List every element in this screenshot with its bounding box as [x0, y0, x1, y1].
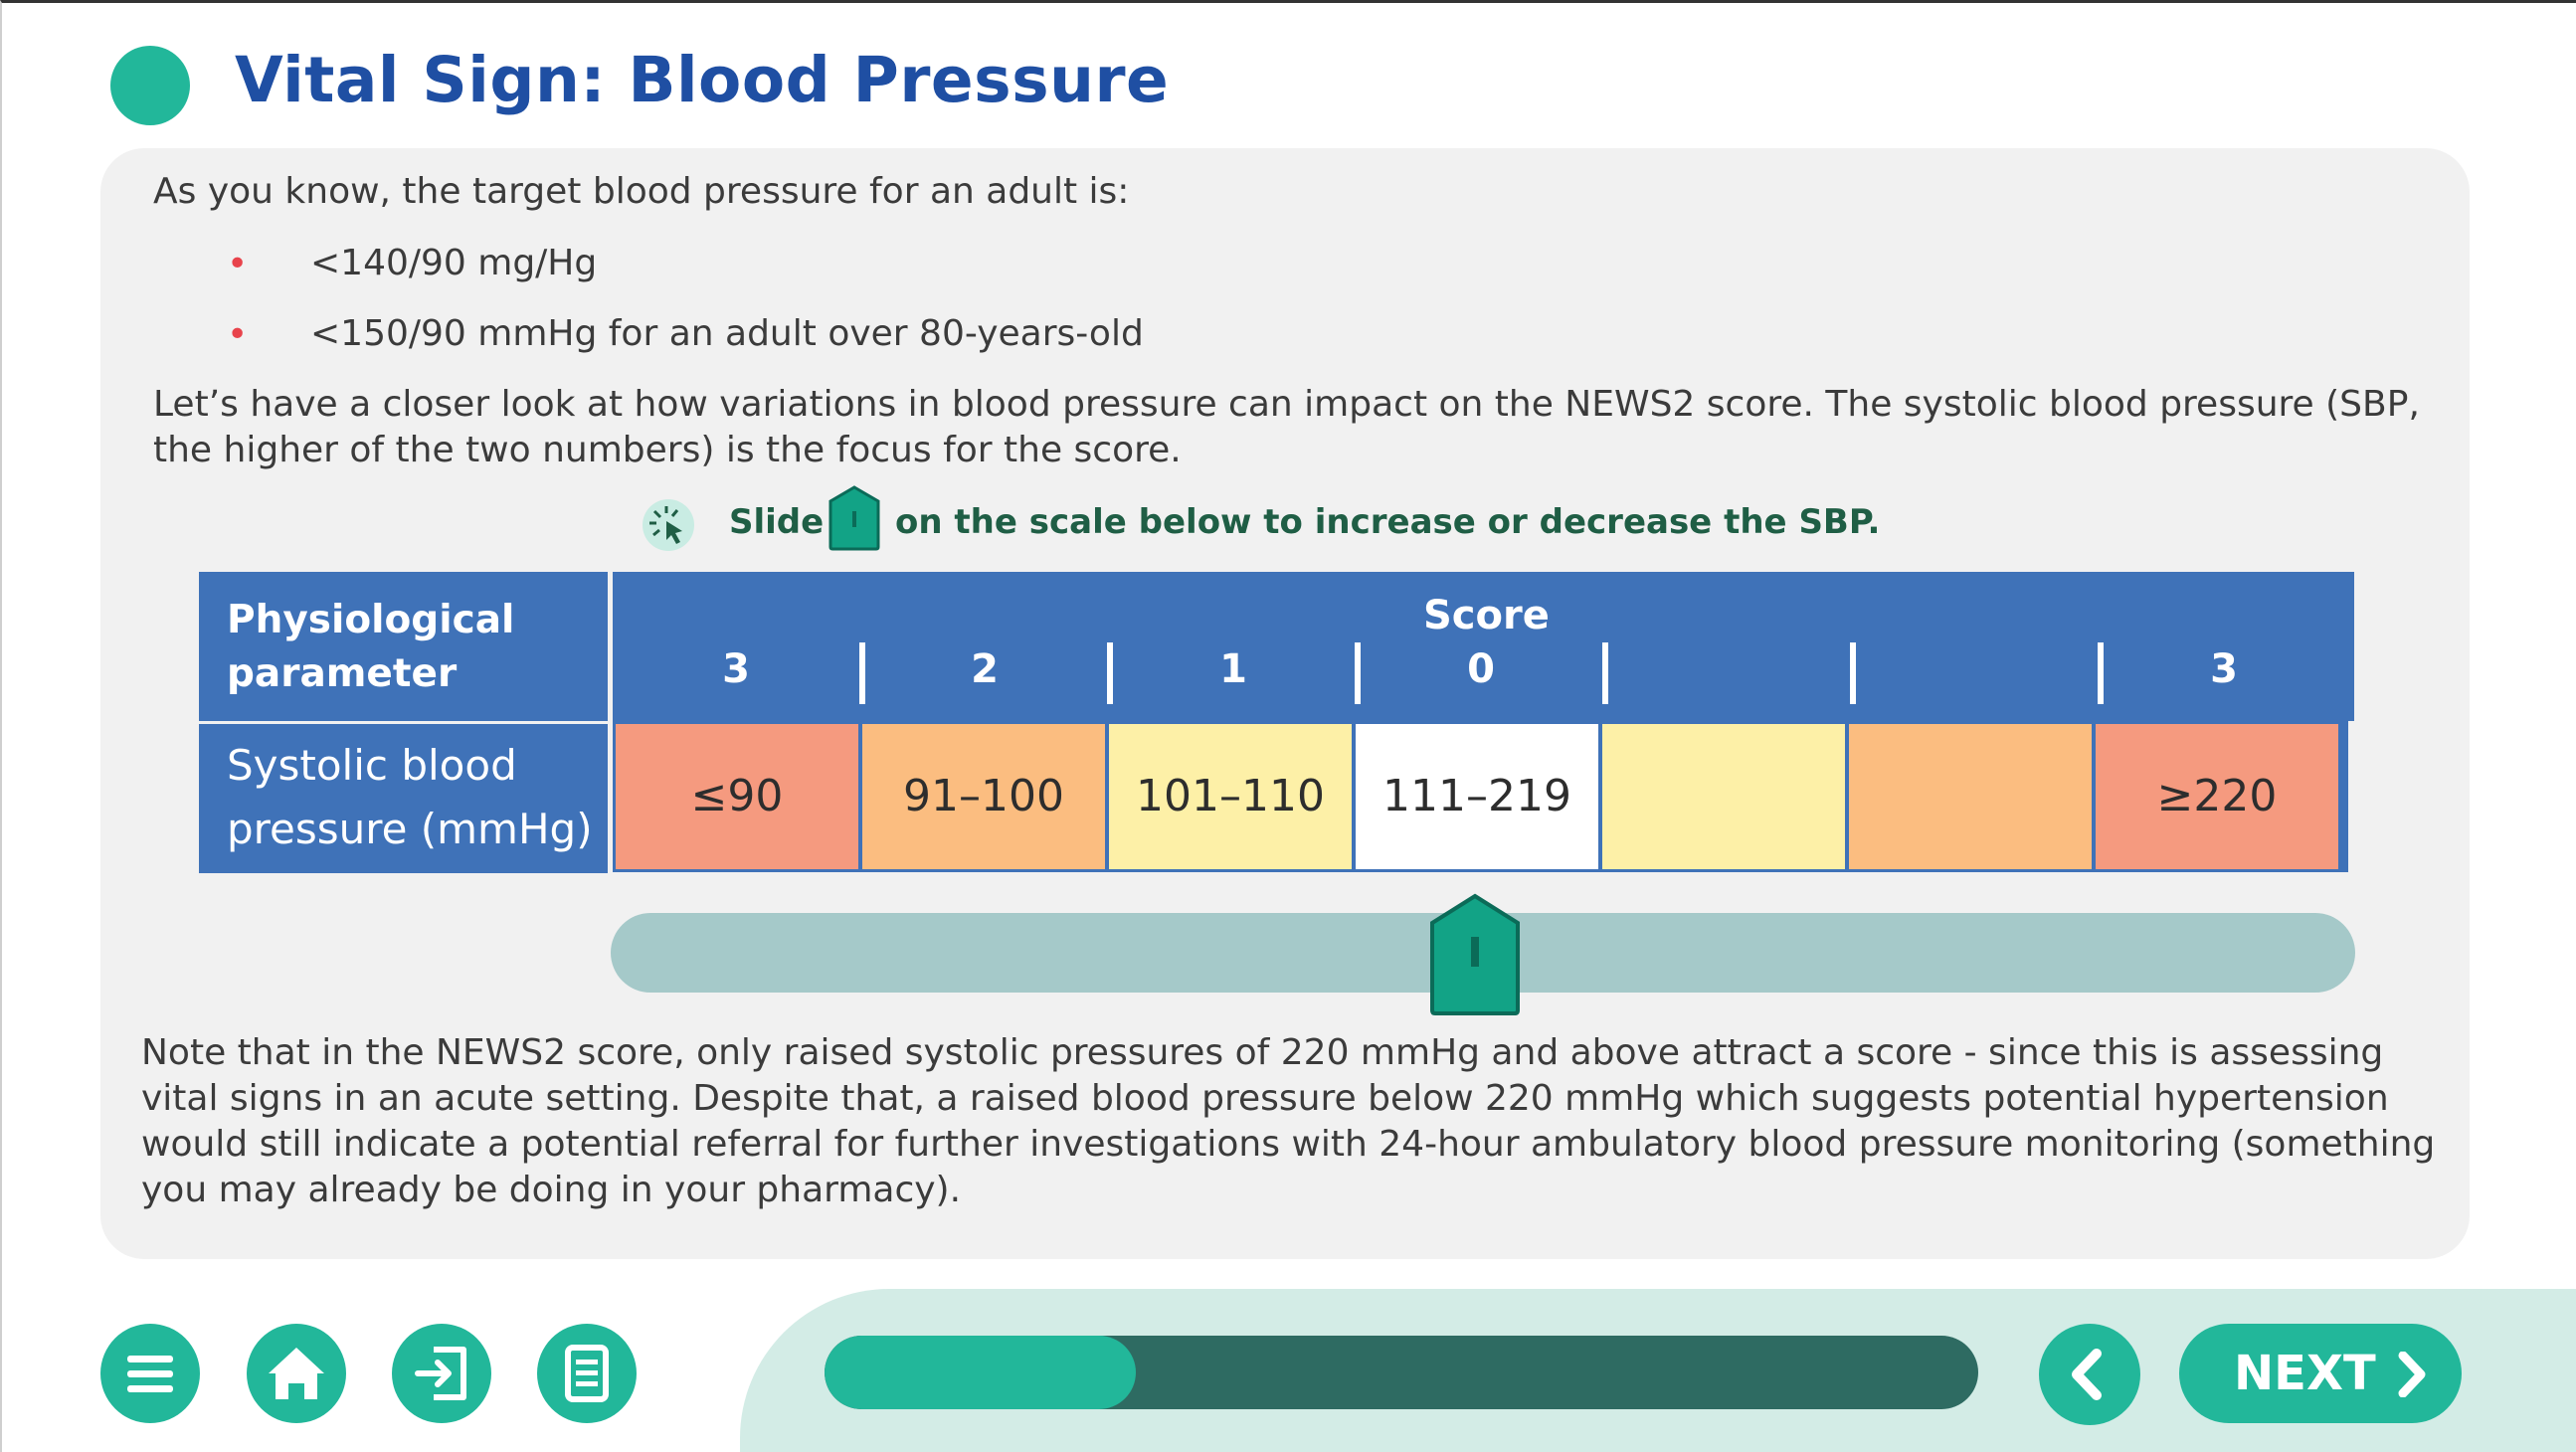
explanation-paragraph: Let’s have a closer look at how variatio…	[153, 384, 2420, 470]
back-button[interactable]	[2039, 1324, 2140, 1425]
note-paragraph: Note that in the NEWS2 score, only raise…	[141, 1032, 2436, 1210]
row-label: Systolic blood pressure (mmHg)	[227, 741, 593, 853]
sbp-slider-handle[interactable]	[1429, 893, 1521, 1016]
score-value: 2	[971, 646, 999, 692]
row-label-cell: Systolic blood pressure (mmHg)	[199, 724, 608, 873]
range-cell: 111–219	[1356, 724, 1598, 869]
instruction-slide-label: Slide	[729, 502, 825, 542]
header-dot-icon	[110, 46, 190, 125]
chevron-right-icon	[2398, 1352, 2426, 1397]
range-cell	[1602, 724, 1845, 869]
slider-handle-icon	[828, 485, 880, 551]
score-value: 1	[1219, 646, 1247, 692]
range-cell: ≥220	[2096, 724, 2338, 869]
range-cell	[1849, 724, 2092, 869]
next-button-label: NEXT	[2234, 1346, 2376, 1401]
instruction-text: on the scale below to increase or decrea…	[895, 502, 1881, 542]
range-cell: 91–100	[862, 724, 1105, 869]
score-value: 0	[1467, 646, 1495, 692]
notes-button[interactable]	[537, 1324, 637, 1423]
pointer-click-icon	[643, 499, 694, 551]
menu-button[interactable]	[100, 1324, 200, 1423]
param-header-cell: Physiological parameter	[199, 572, 608, 721]
param-header-label: Physiological parameter	[227, 598, 515, 696]
score-divider	[1602, 642, 1608, 704]
exit-icon	[415, 1347, 466, 1400]
intro-text: As you know, the target blood pressure f…	[153, 171, 1130, 212]
bullet-icon: •	[227, 314, 249, 355]
bullet-icon: •	[227, 244, 249, 284]
home-button[interactable]	[247, 1324, 346, 1423]
score-value: 3	[722, 646, 750, 692]
page-title: Vital Sign: Blood Pressure	[235, 44, 1170, 116]
exit-button[interactable]	[392, 1324, 491, 1423]
chevron-left-icon	[2072, 1349, 2102, 1400]
range-cell: 101–110	[1109, 724, 1352, 869]
score-divider	[1107, 642, 1113, 704]
score-divider	[1355, 642, 1361, 704]
home-icon	[269, 1348, 324, 1399]
score-divider	[2098, 642, 2104, 704]
next-button[interactable]: NEXT	[2179, 1324, 2462, 1423]
notes-icon	[565, 1345, 609, 1402]
bullet-item: <140/90 mg/Hg	[310, 243, 598, 283]
score-divider	[859, 642, 865, 704]
score-divider	[1850, 642, 1856, 704]
range-cell: ≤90	[616, 724, 858, 869]
score-value: 3	[2210, 646, 2238, 692]
score-header-cell	[613, 572, 2354, 721]
course-progress-fill	[825, 1336, 1137, 1409]
bullet-item: <150/90 mmHg for an adult over 80-years-…	[310, 313, 1144, 354]
score-header-label: Score	[1423, 593, 1550, 638]
menu-icon	[127, 1356, 173, 1392]
course-progress-bar	[825, 1336, 1978, 1409]
